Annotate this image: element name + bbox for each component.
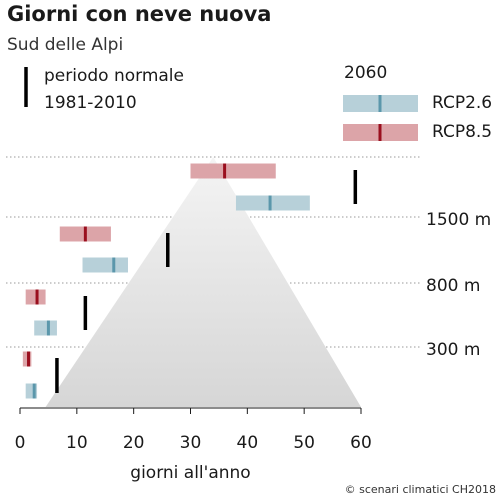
x-tick-label-0: 0	[15, 433, 26, 453]
x-tick-label-3: 30	[180, 433, 202, 453]
altitude-label-1: 800 m	[426, 276, 480, 296]
legend-label-rcp85: RCP8.5	[432, 122, 493, 142]
x-tick-label-6: 60	[350, 433, 372, 453]
legend-normal-label-1: periodo normale	[44, 66, 184, 86]
mountain-pyramid	[45, 157, 361, 407]
legend-normal-period: periodo normale 1981-2010	[44, 63, 184, 117]
altitude-label-0: 1500 m	[426, 210, 491, 230]
x-tick-label-1: 10	[66, 433, 88, 453]
bar-rcp26-1	[82, 257, 128, 273]
x-tick-label-2: 20	[123, 433, 145, 453]
legend-label-rcp26: RCP2.6	[432, 93, 493, 113]
bar-rcp26-3	[25, 383, 38, 399]
bar-rcp26-2	[34, 320, 57, 336]
x-tick-label-5: 50	[293, 433, 315, 453]
altitude-label-2: 300 m	[426, 340, 480, 360]
legend-normal-label-2: 1981-2010	[44, 93, 137, 113]
chart-title: Giorni con neve nuova	[7, 2, 272, 26]
x-tick-label-4: 40	[237, 433, 259, 453]
bar-rcp26-0	[235, 195, 310, 211]
bar-rcp85-0	[190, 163, 276, 179]
legend-year: 2060	[344, 63, 388, 83]
credit-text: © scenari climatici CH2018	[344, 483, 496, 496]
x-axis-label: giorni all'anno	[130, 463, 250, 483]
chart-subtitle: Sud delle Alpi	[7, 35, 124, 55]
